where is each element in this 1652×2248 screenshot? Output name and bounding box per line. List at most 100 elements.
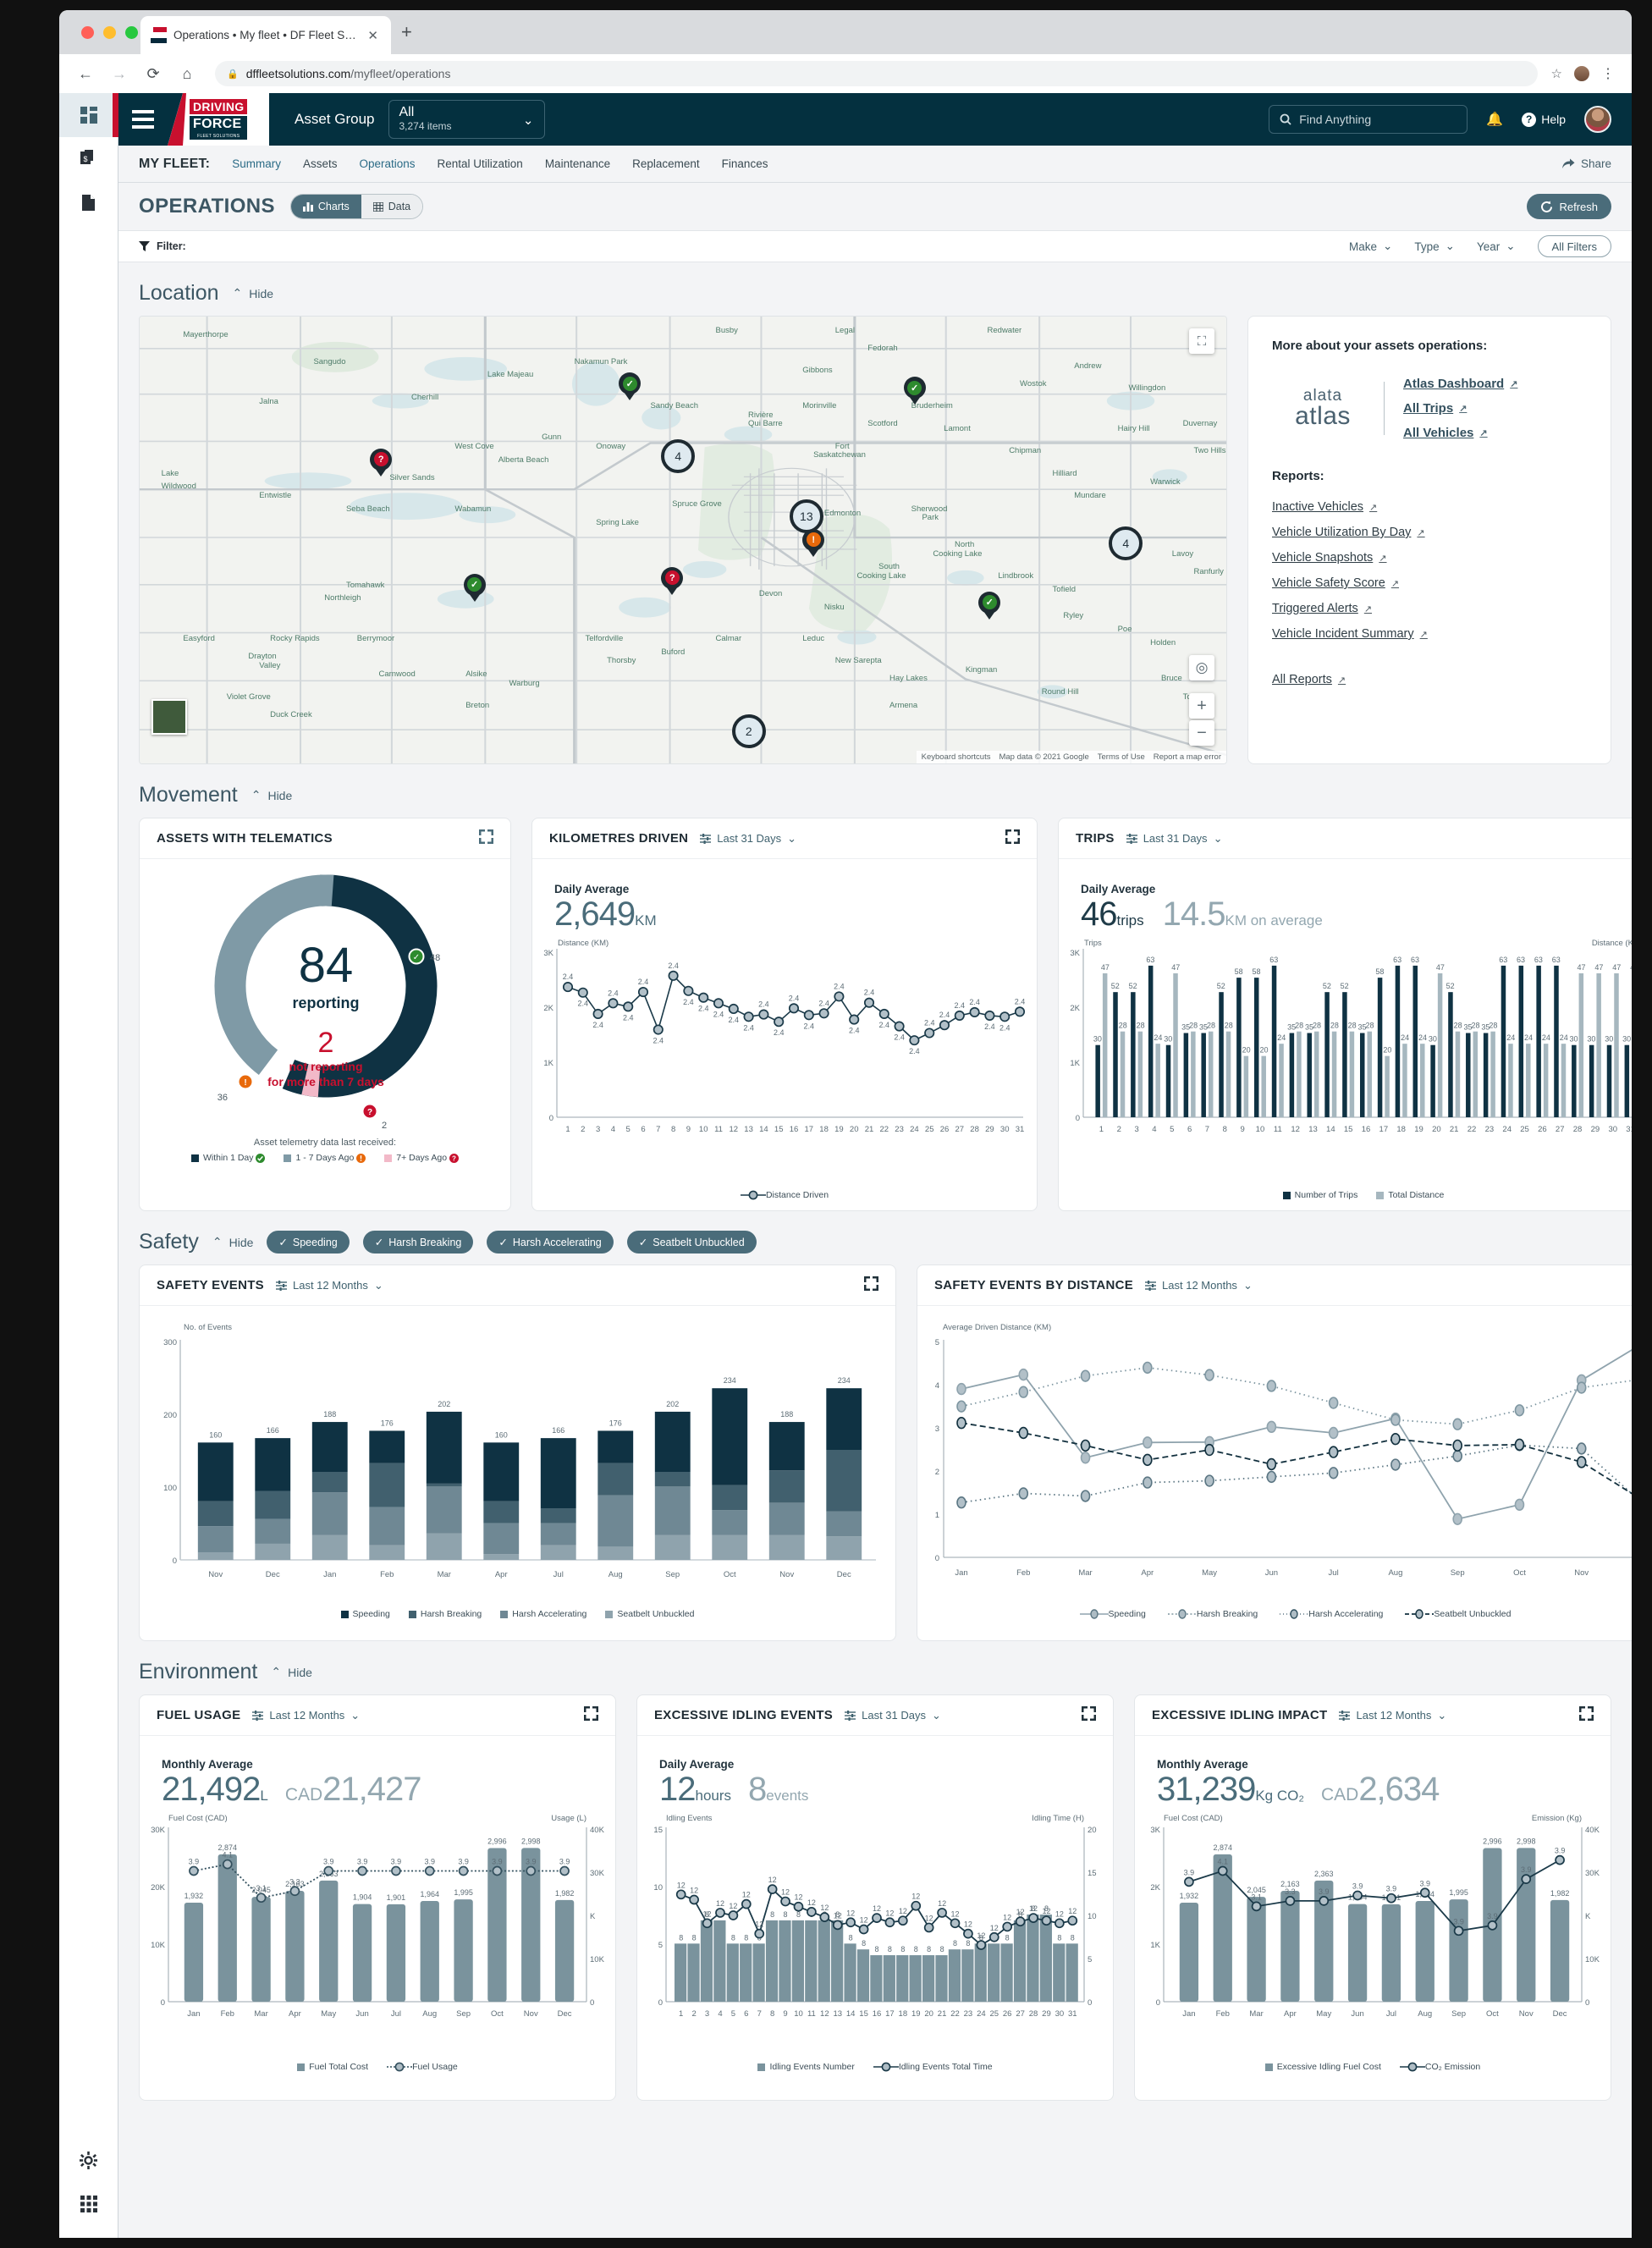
bar-segment <box>483 1554 520 1560</box>
map-pin-unknown[interactable]: ? <box>661 566 684 596</box>
expand-card-icon[interactable] <box>584 1705 598 1725</box>
report-vehicle-incident-summary[interactable]: Vehicle Incident Summary ↗ <box>1272 627 1428 641</box>
data-point <box>956 1496 966 1509</box>
report-vehicle-utilization-by-day[interactable]: Vehicle Utilization By Day ↗ <box>1272 526 1425 539</box>
fleet-map[interactable]: Mayerthorpe Sangudo Lake Majeau Nakamun Par… <box>139 316 1227 764</box>
expand-card-icon[interactable] <box>1082 1705 1096 1725</box>
range-selector[interactable]: Last 12 Months ⌄ <box>252 1709 360 1722</box>
data-point <box>458 1865 469 1876</box>
hide-environment-button[interactable]: ⌃ Hide <box>271 1665 312 1679</box>
map-cluster[interactable]: 4 <box>661 439 696 474</box>
tab-maintenance[interactable]: Maintenance <box>544 157 611 170</box>
link-all-trips[interactable]: All Trips ↗ <box>1403 401 1517 416</box>
map-terms-link[interactable]: Terms of Use <box>1097 752 1145 762</box>
map-pin-ok[interactable]: ✓ <box>463 573 486 603</box>
chip-harsh-breaking[interactable]: ✓ Harsh Breaking <box>362 1231 474 1253</box>
hide-safety-button[interactable]: ⌃ Hide <box>212 1235 254 1249</box>
map-locate-button[interactable]: ◎ <box>1189 655 1214 680</box>
menu-hamburger-icon[interactable] <box>118 110 168 129</box>
tab-assets[interactable]: Assets <box>302 157 338 170</box>
user-avatar[interactable] <box>1584 106 1611 133</box>
expand-card-icon[interactable] <box>479 829 493 848</box>
link-all-reports[interactable]: All Reports ↗ <box>1272 673 1346 686</box>
search-input[interactable]: Find Anything <box>1269 105 1468 134</box>
map-pin-ok[interactable]: ✓ <box>978 591 1001 620</box>
map-cluster[interactable]: 2 <box>731 714 766 748</box>
hide-movement-button[interactable]: ⌃ Hide <box>251 788 293 802</box>
address-input[interactable]: 🔒 dffleetsolutions.com/myfleet/operation… <box>215 61 1538 86</box>
map-fullscreen-button[interactable]: ⛶ <box>1189 328 1214 354</box>
map-pin-ok[interactable]: ✓ <box>619 372 642 401</box>
filter-type[interactable]: Type ⌄ <box>1414 240 1455 253</box>
range-selector[interactable]: Last 12 Months ⌄ <box>1145 1279 1253 1292</box>
browser-profile-avatar[interactable] <box>1572 64 1591 83</box>
map-zoom-out-button[interactable]: − <box>1189 720 1214 746</box>
report-vehicle-safety-score[interactable]: Vehicle Safety Score ↗ <box>1272 576 1399 590</box>
minimize-window-button[interactable] <box>103 26 116 39</box>
help-button[interactable]: ? Help <box>1522 112 1566 127</box>
chip-harsh-accelerating[interactable]: ✓ Harsh Accelerating <box>487 1231 614 1253</box>
map-minimap-toggle[interactable] <box>151 699 187 735</box>
view-charts-button[interactable]: Charts <box>290 195 361 218</box>
tab-summary[interactable]: Summary <box>232 157 281 170</box>
link-atlas-dashboard[interactable]: Atlas Dashboard ↗ <box>1403 377 1517 391</box>
range-selector[interactable]: Last 12 Months ⌄ <box>1339 1709 1446 1722</box>
rail-item-apps[interactable] <box>59 2182 118 2226</box>
chip-speeding[interactable]: ✓ Speeding <box>267 1231 350 1253</box>
range-selector[interactable]: Last 31 Days ⌄ <box>1126 832 1222 846</box>
range-selector[interactable]: Last 12 Months ⌄ <box>275 1279 383 1292</box>
report-vehicle-snapshots[interactable]: Vehicle Snapshots ↗ <box>1272 551 1387 565</box>
range-selector[interactable]: Last 31 Days ⌄ <box>700 832 796 846</box>
map-zoom-in-button[interactable]: + <box>1189 693 1214 719</box>
tab-replacement[interactable]: Replacement <box>632 157 700 170</box>
brand-logo[interactable]: DRIVING FORCE FLEET SOLUTIONS <box>168 93 269 146</box>
report-inactive-vehicles[interactable]: Inactive Vehicles ↗ <box>1272 500 1377 514</box>
close-window-button[interactable] <box>81 26 94 39</box>
share-button[interactable]: Share <box>1561 157 1611 170</box>
rail-item-dashboard[interactable] <box>59 93 118 137</box>
map-keyboard-shortcuts[interactable]: Keyboard shortcuts <box>921 752 991 762</box>
report-triggered-alerts[interactable]: Triggered Alerts ↗ <box>1272 602 1372 615</box>
tab-finances[interactable]: Finances <box>721 157 768 170</box>
map-pin-ok[interactable]: ✓ <box>903 377 926 405</box>
range-selector[interactable]: Last 31 Days ⌄ <box>845 1709 941 1722</box>
rail-item-settings[interactable] <box>59 2138 118 2182</box>
close-tab-icon[interactable]: ✕ <box>367 28 378 43</box>
expand-card-icon[interactable] <box>1579 1705 1594 1725</box>
filter-make[interactable]: Make ⌄ <box>1349 240 1392 253</box>
browser-tab[interactable]: Operations • My fleet • DF Fleet Solutio… <box>140 16 391 54</box>
expand-card-icon[interactable] <box>864 1276 878 1295</box>
expand-card-icon[interactable] <box>1005 829 1020 848</box>
asset-group-select[interactable]: All 3,274 items ⌄ <box>388 100 545 139</box>
chip-seatbelt-unbuckled[interactable]: ✓ Seatbelt Unbuckled <box>626 1231 757 1253</box>
hide-location-button[interactable]: ⌃ Hide <box>233 286 274 300</box>
back-icon[interactable]: ← <box>78 64 93 82</box>
map-report-error-link[interactable]: Report a map error <box>1153 752 1221 762</box>
x-tick: Jun <box>355 2009 368 2019</box>
rail-item-documents[interactable] <box>59 181 118 225</box>
notifications-bell-icon[interactable]: 🔔 <box>1486 113 1504 127</box>
map-pin-unknown[interactable]: ? <box>370 448 393 477</box>
forward-icon[interactable]: → <box>112 64 127 82</box>
browser-menu-icon[interactable]: ⋮ <box>1601 67 1615 81</box>
link-all-vehicles[interactable]: All Vehicles ↗ <box>1403 426 1517 440</box>
tab-operations[interactable]: Operations <box>359 157 416 170</box>
filter-year[interactable]: Year ⌄ <box>1477 240 1516 253</box>
map-town-label: Saskatchewan <box>813 450 866 460</box>
reload-icon[interactable]: ⟳ <box>146 64 160 82</box>
bookmark-star-icon[interactable]: ☆ <box>1550 67 1562 81</box>
new-tab-button[interactable]: + <box>401 21 412 42</box>
data-label: 47 <box>1594 963 1603 972</box>
view-mode-toggle[interactable]: Charts Data <box>289 194 424 219</box>
map-cluster[interactable]: 4 <box>1109 526 1143 561</box>
refresh-button[interactable]: Refresh <box>1527 194 1611 219</box>
tab-rental-utilization[interactable]: Rental Utilization <box>437 157 523 170</box>
window-traffic-lights[interactable] <box>81 26 138 39</box>
maximize-window-button[interactable] <box>125 26 138 39</box>
home-icon[interactable]: ⌂ <box>182 64 192 82</box>
bar-segment <box>483 1523 520 1555</box>
all-filters-button[interactable]: All Filters <box>1537 235 1611 257</box>
rail-item-reports[interactable]: $ <box>59 137 118 181</box>
map-cluster[interactable]: 13 <box>789 499 823 534</box>
view-data-button[interactable]: Data <box>361 195 423 218</box>
